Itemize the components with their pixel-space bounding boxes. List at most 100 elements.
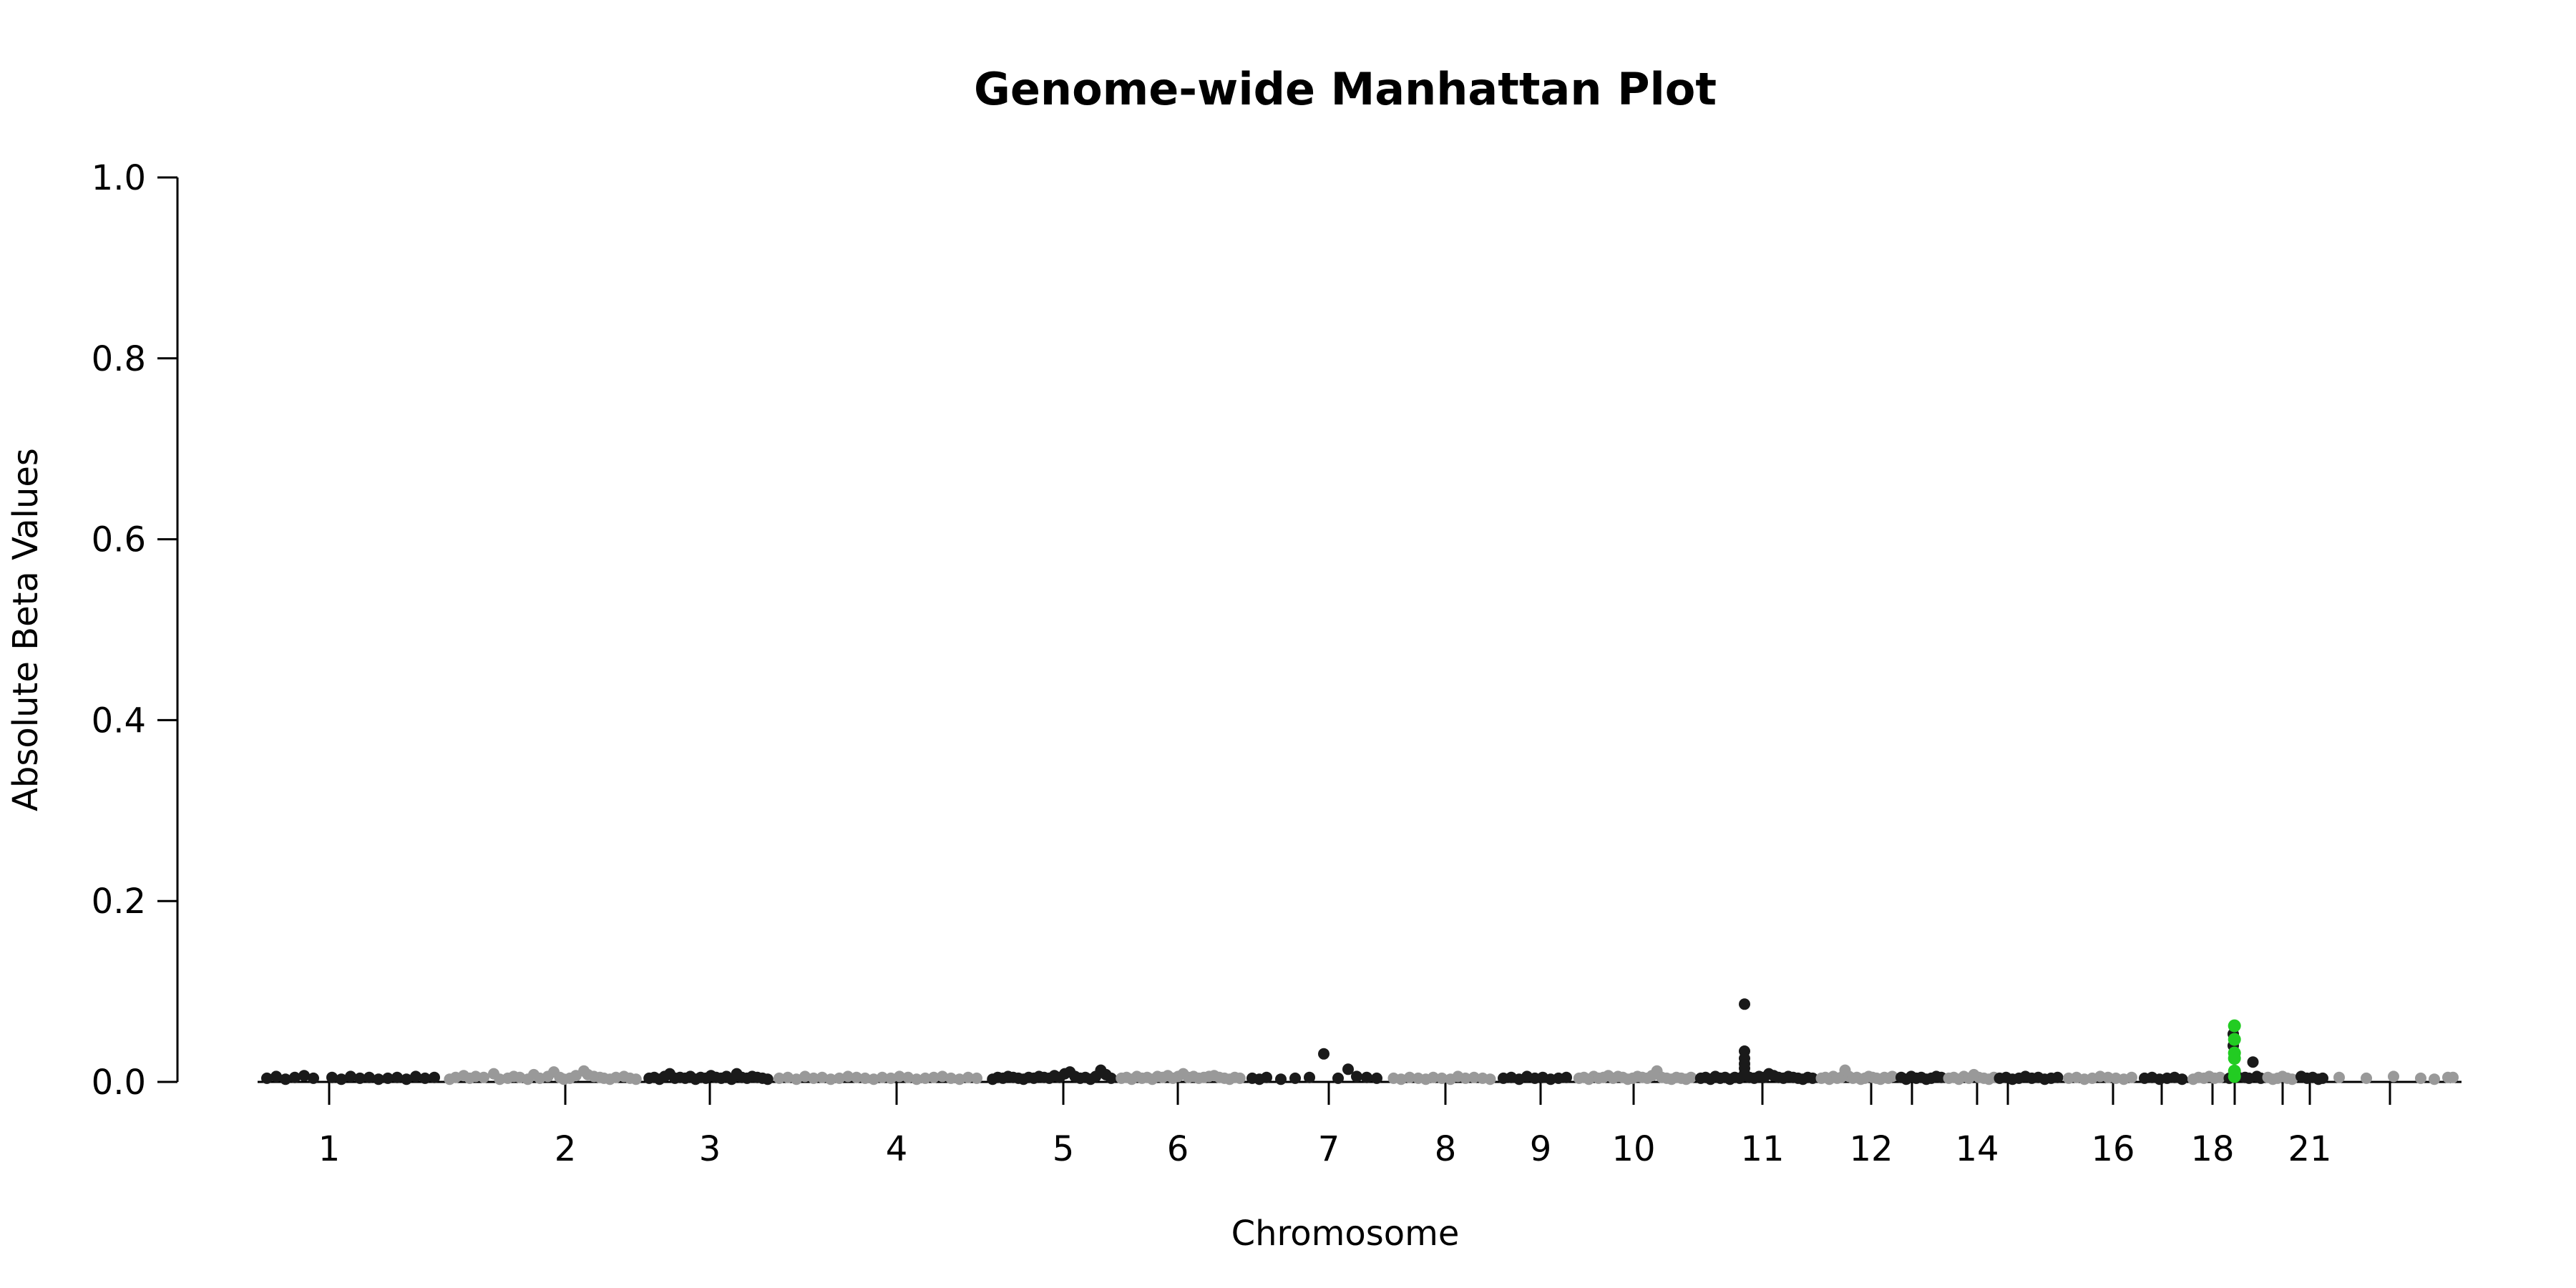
data-point-chr4 bbox=[962, 1071, 974, 1083]
data-point-chr5 bbox=[1105, 1072, 1117, 1084]
y-axis: 0.0 0.2 0.4 0.6 0.8 1.0 bbox=[92, 158, 179, 1103]
x-tick-label: 4 bbox=[886, 1129, 908, 1169]
data-point-chr4 bbox=[885, 1072, 897, 1084]
data-point-chr4 bbox=[928, 1071, 940, 1083]
data-point-chr6 bbox=[1234, 1072, 1246, 1084]
data-point-chr4 bbox=[902, 1071, 914, 1083]
x-tick-label: 21 bbox=[2288, 1129, 2331, 1169]
data-point-chr17 bbox=[2176, 1073, 2188, 1085]
data-point-chr4 bbox=[851, 1071, 862, 1083]
data-point-chr18 bbox=[2214, 1071, 2226, 1083]
data-point-chr4 bbox=[774, 1072, 785, 1084]
data-point-chr1 bbox=[373, 1073, 384, 1085]
data-point-chr4 bbox=[919, 1072, 931, 1084]
highlight-point bbox=[2228, 1019, 2241, 1033]
y-tick-label: 0.0 bbox=[92, 1063, 146, 1103]
data-point-chr7 bbox=[1261, 1071, 1272, 1083]
x-tick-label: 8 bbox=[1435, 1129, 1457, 1169]
highlight-points bbox=[2228, 1019, 2241, 1083]
data-point-chr8 bbox=[1460, 1072, 1471, 1084]
data-point-chr1 bbox=[336, 1073, 347, 1085]
data-point-chr20 bbox=[2286, 1073, 2298, 1085]
data-point-chr7 bbox=[1371, 1072, 1382, 1084]
data-point-chr1 bbox=[345, 1070, 356, 1083]
x-tick-label: 18 bbox=[2190, 1129, 2234, 1169]
data-point-chr1 bbox=[270, 1070, 282, 1083]
data-point-chr4 bbox=[859, 1072, 871, 1084]
data-point-chr11 bbox=[1739, 998, 1750, 1010]
x-tick-label: 10 bbox=[1611, 1129, 1655, 1169]
data-point-chr1 bbox=[298, 1070, 310, 1082]
data-point-chr22 bbox=[2415, 1072, 2426, 1084]
data-point-chr1 bbox=[289, 1071, 301, 1083]
data-point-chr1 bbox=[401, 1073, 412, 1085]
x-axis: 1 2 3 4 5 6 7 8 9 10 11 12 14 16 18 21 bbox=[258, 1080, 2462, 1169]
data-point-chr1 bbox=[326, 1071, 338, 1083]
highlight-point bbox=[2228, 1052, 2241, 1065]
x-tick-label: 16 bbox=[2091, 1129, 2135, 1169]
data-point-chr19 bbox=[2247, 1056, 2259, 1068]
data-point-chr22 bbox=[2388, 1070, 2399, 1083]
chart-title: Genome-wide Manhattan Plot bbox=[974, 63, 1717, 115]
data-point-chr1 bbox=[280, 1073, 291, 1085]
data-point-chr4 bbox=[791, 1073, 802, 1085]
data-point-chr1 bbox=[410, 1070, 421, 1083]
data-point-chr2 bbox=[630, 1073, 642, 1085]
data-points bbox=[261, 998, 2459, 1085]
data-point-chr4 bbox=[894, 1070, 905, 1083]
y-axis-label: Absolute Beta Values bbox=[6, 448, 46, 811]
data-point-chr3 bbox=[761, 1073, 774, 1085]
data-point-chr12 bbox=[1886, 1070, 1898, 1083]
x-axis-label: Chromosome bbox=[1231, 1214, 1460, 1254]
x-tick-label: 3 bbox=[699, 1129, 721, 1169]
data-point-chr22 bbox=[2429, 1073, 2440, 1085]
data-point-chr4 bbox=[911, 1073, 922, 1085]
data-point-chr7 bbox=[1304, 1071, 1315, 1083]
data-point-chr4 bbox=[825, 1073, 836, 1085]
data-point-chr1 bbox=[391, 1071, 403, 1083]
y-tick-label: 0.6 bbox=[92, 520, 146, 560]
data-point-chr7 bbox=[1342, 1063, 1354, 1075]
y-tick-label: 0.2 bbox=[92, 882, 146, 922]
data-point-chr10 bbox=[1685, 1071, 1697, 1083]
data-point-chr4 bbox=[868, 1073, 879, 1085]
data-point-chr9 bbox=[1561, 1071, 1572, 1083]
data-point-chr1 bbox=[364, 1071, 375, 1083]
x-tick-label: 14 bbox=[1955, 1129, 1999, 1169]
data-point-chr8 bbox=[1404, 1071, 1415, 1083]
data-point-chr4 bbox=[834, 1072, 845, 1084]
x-tick-label: 1 bbox=[318, 1129, 341, 1169]
x-tick-label: 12 bbox=[1849, 1129, 1893, 1169]
data-point-chr7 bbox=[1351, 1070, 1362, 1083]
data-point-chr1 bbox=[354, 1072, 366, 1084]
data-point-chr7 bbox=[1275, 1073, 1287, 1085]
data-point-chr8 bbox=[1428, 1071, 1439, 1083]
data-point-chr1 bbox=[419, 1072, 431, 1084]
y-tick-label: 0.8 bbox=[92, 339, 146, 379]
data-point-chr22 bbox=[2361, 1072, 2372, 1084]
y-tick-label: 1.0 bbox=[92, 158, 146, 198]
data-point-chr7 bbox=[1289, 1072, 1301, 1084]
x-tick-label: 9 bbox=[1530, 1129, 1552, 1169]
data-point-chr1 bbox=[308, 1072, 319, 1084]
data-point-chr4 bbox=[816, 1071, 828, 1083]
data-point-chr4 bbox=[945, 1072, 957, 1084]
highlight-point bbox=[2228, 1033, 2241, 1046]
x-tick-label: 5 bbox=[1053, 1129, 1075, 1169]
data-point-chr16 bbox=[2126, 1071, 2137, 1083]
data-point-chr7 bbox=[1332, 1072, 1344, 1084]
x-tick-label: 7 bbox=[1318, 1129, 1340, 1169]
y-tick-label: 0.4 bbox=[92, 701, 146, 741]
data-point-chr8 bbox=[1484, 1073, 1496, 1085]
data-point-chr8 bbox=[1436, 1072, 1448, 1084]
data-point-chr15 bbox=[2051, 1071, 2064, 1083]
data-point-chr22 bbox=[2447, 1071, 2459, 1083]
x-tick-label: 11 bbox=[1740, 1129, 1784, 1169]
data-point-chr21 bbox=[2317, 1072, 2328, 1084]
data-point-chr1 bbox=[429, 1071, 440, 1083]
data-point-chr4 bbox=[842, 1070, 854, 1083]
data-point-chr8 bbox=[1468, 1071, 1480, 1083]
data-point-chr11 bbox=[1807, 1072, 1819, 1084]
data-point-chr4 bbox=[937, 1070, 948, 1083]
